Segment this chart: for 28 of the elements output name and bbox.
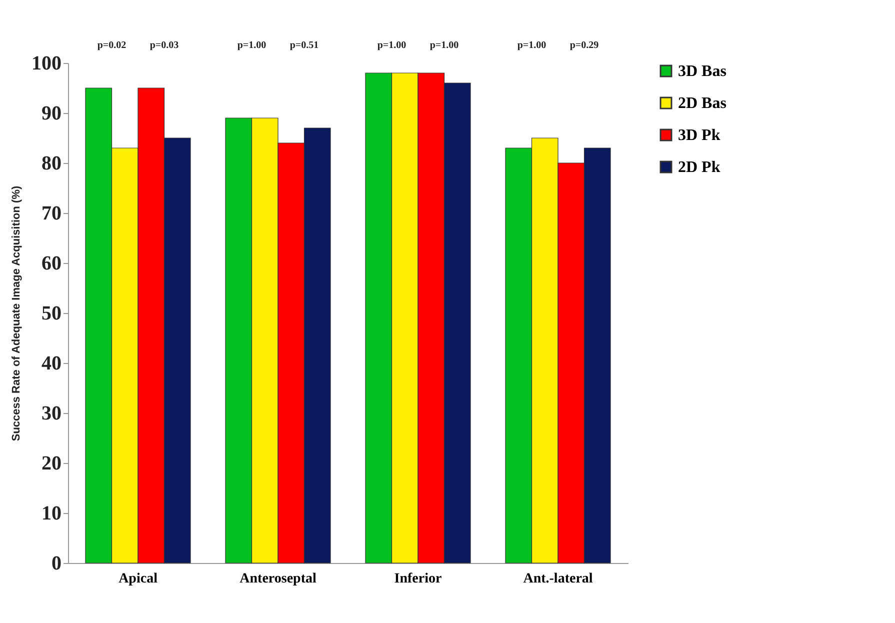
x-tick-label: Anteroseptal — [240, 572, 316, 586]
text: p=0.51 — [290, 40, 319, 51]
y-tick-label: 10 — [42, 502, 62, 524]
y-tick-label: 50 — [42, 302, 62, 324]
y-tick-label: 100 — [32, 52, 62, 74]
x-tick-label: Inferior — [394, 572, 442, 586]
text: p=0.03 — [150, 40, 179, 51]
text: p=0.02 — [97, 40, 126, 51]
legend-label: 2D Pk — [678, 159, 720, 176]
y-tick-label: 0 — [52, 552, 62, 574]
legend-label: 3D Bas — [678, 63, 726, 80]
y-tick-label: 20 — [42, 452, 62, 474]
legend-label: 3D Pk — [678, 127, 720, 144]
y-tick-label: 30 — [42, 402, 62, 424]
y-axis-title: Success Rate of Adequate Image Acquisition (%) — [10, 186, 22, 442]
text: p=0.29 — [570, 40, 599, 51]
text: p=1.00 — [237, 40, 266, 51]
y-tick-label: 60 — [42, 252, 62, 274]
y-tick-label: 40 — [42, 352, 62, 374]
text: p=1.00 — [430, 40, 459, 51]
y-tick-label: 80 — [42, 152, 62, 174]
x-tick-label: Apical — [118, 572, 158, 586]
y-tick-label: 70 — [42, 202, 62, 224]
text: p=1.00 — [517, 40, 546, 51]
text: p=1.00 — [377, 40, 406, 51]
y-tick-label: 90 — [42, 102, 62, 124]
x-tick-label: Ant.-lateral — [523, 572, 593, 586]
legend-label: 2D Bas — [678, 95, 726, 112]
